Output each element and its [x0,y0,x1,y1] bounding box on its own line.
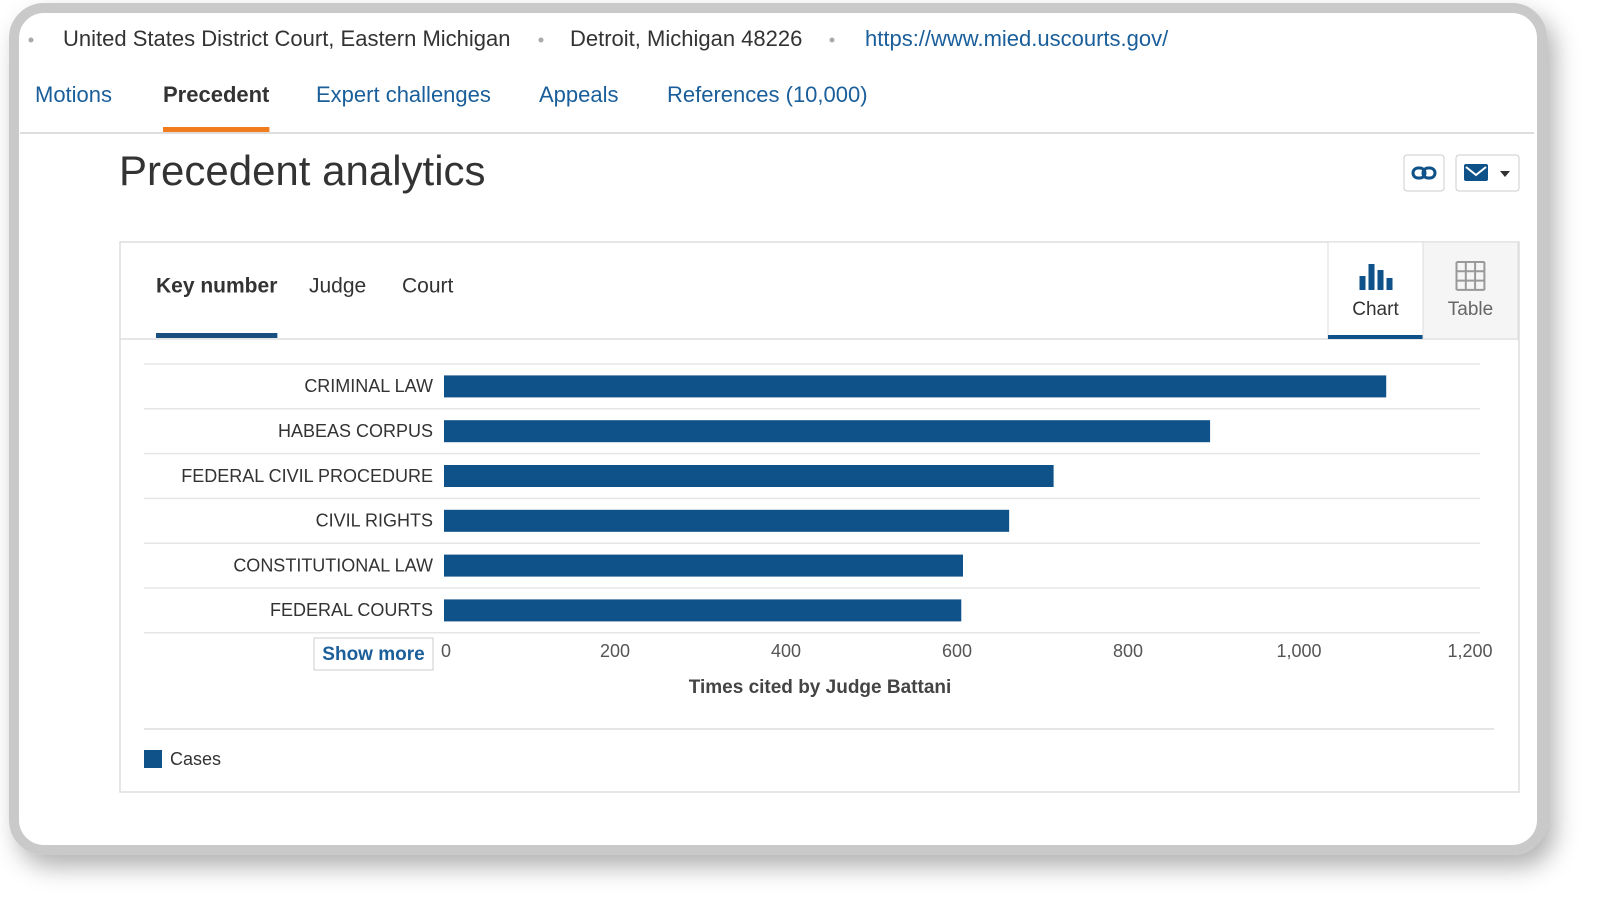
category-label: CRIMINAL LAW [304,376,433,396]
category-label: FEDERAL COURTS [270,600,433,620]
subtab[interactable]: Judge [309,275,366,298]
chart-icon [1386,278,1393,290]
category-label: CONSTITUTIONAL LAW [233,555,433,575]
legend-swatch [144,750,162,768]
bullet [538,37,544,43]
x-tick-label: 600 [942,641,972,661]
tab[interactable]: References (10,000) [667,82,868,107]
subtab[interactable]: Court [402,275,454,298]
bullet [28,37,34,43]
active-view-underline [1328,335,1423,339]
bar [444,420,1211,443]
view-switch: Chart Table [1327,241,1519,340]
address: Detroit, Michigan 48226 [570,26,802,51]
show-more-button[interactable] [313,637,434,671]
chart-icon [1377,270,1384,290]
bar [444,554,963,577]
x-tick-label: 200 [600,641,630,661]
dropdown-caret [1500,171,1510,177]
chart-icon [1359,276,1366,290]
court-name: United States District Court, Eastern Mi… [63,26,511,51]
tab-bar: Motions Precedent Expert challenges Appeals… [35,82,868,132]
category-label: CIVIL RIGHTS [316,511,433,531]
legend: Cases [144,749,221,769]
bullet [829,37,835,43]
active-subtab-underline [156,333,278,338]
view-label: Table [1448,299,1493,320]
x-tick-label: 1,200 [1447,641,1492,661]
tab[interactable]: Expert challenges [316,82,491,107]
active-tab-underline [163,127,270,132]
view-button[interactable] [1327,241,1424,340]
chart-icon [1368,264,1375,290]
chart: CRIMINAL LAW HABEAS CORPUS FEDERAL CIVIL P… [144,363,1493,698]
category-label: FEDERAL CIVIL PROCEDURE [181,466,433,486]
table-icon [1455,261,1486,291]
bar [444,465,1054,487]
x-tick-label: 400 [771,641,801,661]
email-icon-flap [1465,166,1487,177]
email-icon [1464,164,1488,181]
link-icon [1411,166,1437,180]
legend-label: Cases [170,749,221,769]
tab[interactable]: Appeals [539,82,619,107]
category-label: HABEAS CORPUS [278,421,433,441]
tab[interactable]: Motions [35,82,112,107]
court-link[interactable]: https://www.mied.uscourts.gov/ [865,26,1169,51]
subtab-bar: Key number Judge Court [156,275,454,338]
x-axis-label: Times cited by Judge Battani [689,677,952,698]
view-label: Chart [1352,299,1399,320]
bar [444,599,962,622]
page-heading: Precedent analytics [119,147,486,194]
bar [444,375,1387,398]
tab[interactable]: Precedent [163,82,270,107]
subtab[interactable]: Key number [156,275,277,298]
bar [444,509,1010,532]
x-tick-label: 0 [441,641,451,661]
x-tick-label: 1,000 [1276,641,1321,661]
x-tick-label: 800 [1113,641,1143,661]
show-more-label[interactable]: Show more [322,644,424,665]
